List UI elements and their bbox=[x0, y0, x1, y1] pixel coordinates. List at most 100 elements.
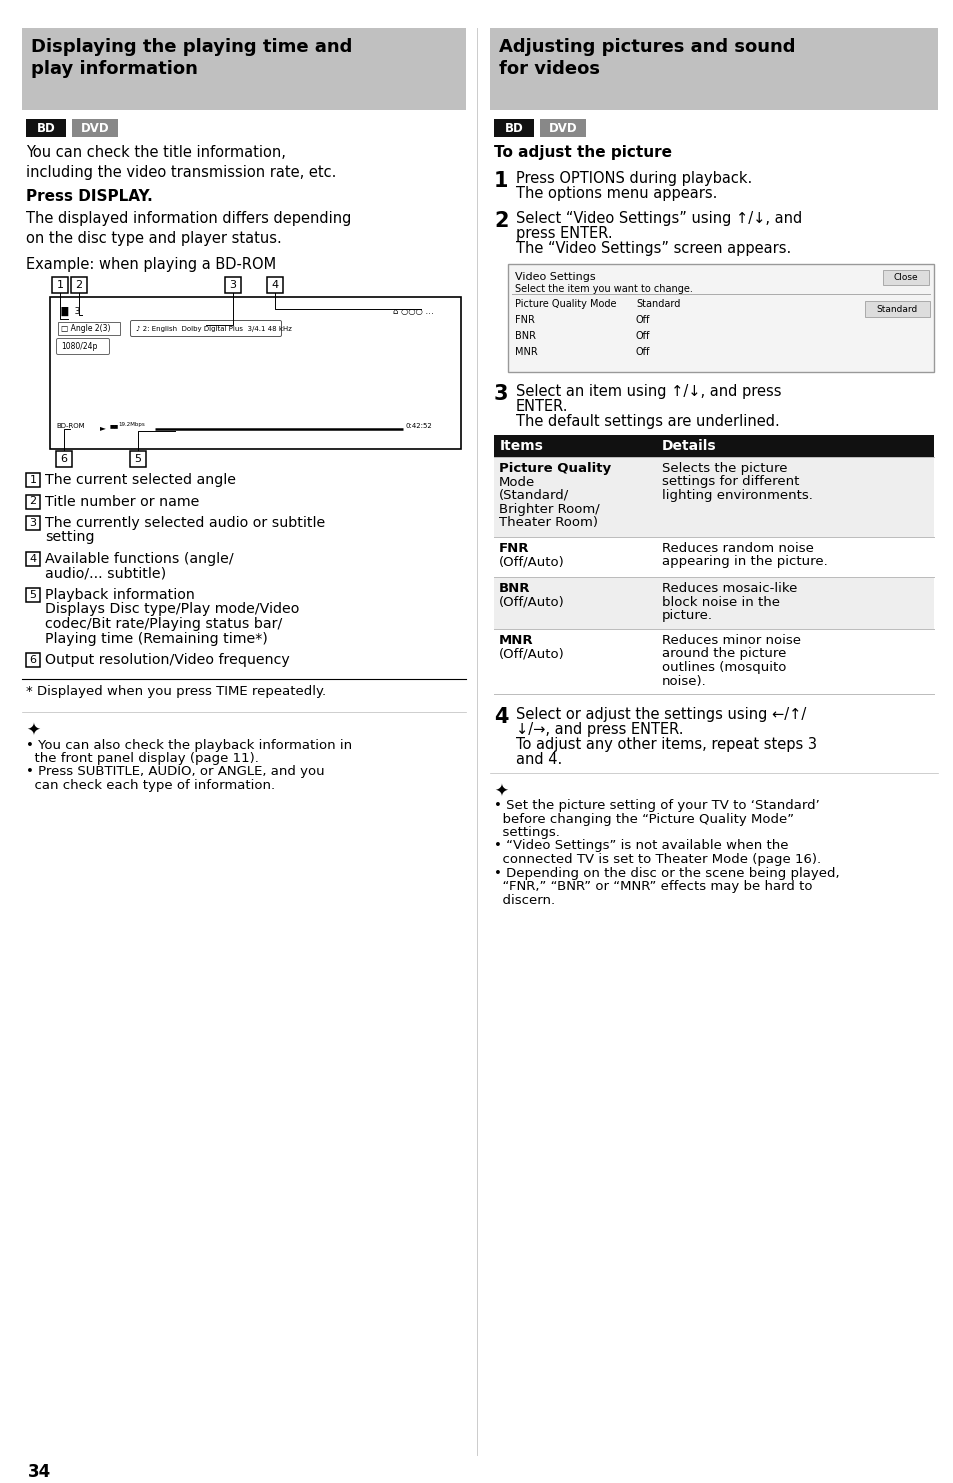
Text: The options menu appears.: The options menu appears. bbox=[516, 185, 717, 202]
Bar bbox=[26, 119, 66, 136]
Text: ■■: ■■ bbox=[110, 423, 119, 429]
Text: 34: 34 bbox=[28, 1464, 51, 1482]
Text: can check each type of information.: can check each type of information. bbox=[26, 779, 274, 792]
Text: Off: Off bbox=[636, 347, 650, 357]
Text: Displaying the playing time and
play information: Displaying the playing time and play inf… bbox=[30, 39, 352, 77]
Text: Select “Video Settings” using ↑/↓, and: Select “Video Settings” using ↑/↓, and bbox=[516, 211, 801, 225]
Text: 1: 1 bbox=[56, 280, 64, 291]
Text: Example: when playing a BD-ROM: Example: when playing a BD-ROM bbox=[26, 257, 275, 271]
Bar bbox=[50, 297, 460, 449]
Bar bbox=[494, 435, 933, 457]
Bar bbox=[494, 457, 933, 537]
Bar bbox=[71, 119, 118, 136]
Text: 6: 6 bbox=[30, 655, 36, 664]
Text: 2: 2 bbox=[75, 280, 83, 291]
Text: 4: 4 bbox=[494, 707, 508, 727]
Text: 5: 5 bbox=[134, 454, 141, 464]
Text: You can check the title information,
including the video transmission rate, etc.: You can check the title information, inc… bbox=[26, 145, 336, 179]
Bar bbox=[52, 277, 68, 294]
Text: 4: 4 bbox=[272, 280, 278, 291]
FancyBboxPatch shape bbox=[56, 338, 110, 354]
Text: outlines (mosquito: outlines (mosquito bbox=[661, 661, 785, 673]
Text: Playing time (Remaining time*): Playing time (Remaining time*) bbox=[45, 632, 268, 645]
Text: DVD: DVD bbox=[81, 122, 110, 135]
Text: 3: 3 bbox=[230, 280, 236, 291]
Text: 3: 3 bbox=[30, 518, 36, 528]
Text: □ Angle 2(3): □ Angle 2(3) bbox=[61, 323, 111, 334]
Text: Output resolution/Video frequency: Output resolution/Video frequency bbox=[45, 653, 290, 667]
Text: Picture Quality Mode: Picture Quality Mode bbox=[515, 300, 616, 308]
Text: Select or adjust the settings using ←/↑/: Select or adjust the settings using ←/↑/ bbox=[516, 707, 805, 722]
Bar bbox=[490, 28, 937, 110]
Text: (Off/Auto): (Off/Auto) bbox=[498, 596, 564, 608]
Text: Close: Close bbox=[893, 273, 918, 282]
Text: Displays Disc type/Play mode/Video: Displays Disc type/Play mode/Video bbox=[45, 602, 299, 617]
Text: The currently selected audio or subtitle: The currently selected audio or subtitle bbox=[45, 516, 325, 529]
Text: MNR: MNR bbox=[515, 347, 537, 357]
Text: 0:42:52: 0:42:52 bbox=[406, 423, 433, 429]
Text: Off: Off bbox=[636, 331, 650, 341]
Bar bbox=[26, 494, 40, 509]
Text: ♪ 2: English  Dolby Digital Plus  3/4.1 48 kHz: ♪ 2: English Dolby Digital Plus 3/4.1 48… bbox=[136, 325, 292, 332]
Bar bbox=[26, 552, 40, 567]
Text: BD: BD bbox=[36, 122, 55, 135]
Text: Select the item you want to change.: Select the item you want to change. bbox=[515, 285, 692, 294]
Text: To adjust the picture: To adjust the picture bbox=[494, 145, 671, 160]
Text: The current selected angle: The current selected angle bbox=[45, 473, 235, 486]
Text: Picture Quality: Picture Quality bbox=[498, 463, 611, 475]
Text: ✦: ✦ bbox=[494, 783, 507, 801]
Bar bbox=[494, 537, 933, 577]
Text: BD: BD bbox=[504, 122, 523, 135]
Text: Items: Items bbox=[499, 439, 543, 452]
Text: ↓/→, and press ENTER.: ↓/→, and press ENTER. bbox=[516, 722, 682, 737]
Text: and 4.: and 4. bbox=[516, 752, 561, 767]
Bar bbox=[56, 451, 71, 467]
Text: connected TV is set to Theater Mode (page 16).: connected TV is set to Theater Mode (pag… bbox=[494, 853, 821, 866]
Text: Available functions (angle/: Available functions (angle/ bbox=[45, 552, 233, 567]
Text: audio/... subtitle): audio/... subtitle) bbox=[45, 567, 166, 580]
Text: Title number or name: Title number or name bbox=[45, 494, 199, 509]
Text: 4: 4 bbox=[30, 555, 36, 564]
Text: codec/Bit rate/Playing status bar/: codec/Bit rate/Playing status bar/ bbox=[45, 617, 282, 630]
Text: FNR: FNR bbox=[498, 541, 529, 555]
Text: ▐▌ 3: ▐▌ 3 bbox=[58, 307, 80, 316]
Text: Standard: Standard bbox=[636, 300, 679, 308]
Bar bbox=[507, 264, 933, 372]
Bar bbox=[267, 277, 283, 294]
Text: 6: 6 bbox=[60, 454, 68, 464]
Text: the front panel display (page 11).: the front panel display (page 11). bbox=[26, 752, 258, 765]
Text: Reduces random noise: Reduces random noise bbox=[661, 541, 813, 555]
Text: (Off/Auto): (Off/Auto) bbox=[498, 648, 564, 660]
Text: 19.2Mbps: 19.2Mbps bbox=[118, 423, 145, 427]
FancyBboxPatch shape bbox=[882, 270, 928, 285]
Text: Details: Details bbox=[661, 439, 716, 452]
Text: appearing in the picture.: appearing in the picture. bbox=[661, 556, 827, 568]
Bar bbox=[494, 577, 933, 629]
Text: (Off/Auto): (Off/Auto) bbox=[498, 556, 564, 568]
Text: • Depending on the disc or the scene being played,: • Depending on the disc or the scene bei… bbox=[494, 866, 839, 879]
Text: • You can also check the playback information in: • You can also check the playback inform… bbox=[26, 739, 352, 752]
Text: noise).: noise). bbox=[661, 675, 706, 688]
Text: 2: 2 bbox=[494, 211, 508, 231]
Text: Theater Room): Theater Room) bbox=[498, 516, 598, 529]
Text: settings.: settings. bbox=[494, 826, 559, 839]
FancyBboxPatch shape bbox=[864, 301, 929, 317]
Text: press ENTER.: press ENTER. bbox=[516, 225, 612, 242]
Text: The “Video Settings” screen appears.: The “Video Settings” screen appears. bbox=[516, 242, 790, 257]
Text: Brighter Room/: Brighter Room/ bbox=[498, 503, 599, 516]
Text: Playback information: Playback information bbox=[45, 587, 194, 602]
Text: • “Video Settings” is not available when the: • “Video Settings” is not available when… bbox=[494, 839, 788, 853]
Text: 3: 3 bbox=[494, 384, 508, 403]
Text: Press OPTIONS during playback.: Press OPTIONS during playback. bbox=[516, 171, 752, 185]
Text: Press DISPLAY.: Press DISPLAY. bbox=[26, 188, 152, 205]
Text: Selects the picture: Selects the picture bbox=[661, 463, 786, 475]
Bar bbox=[26, 653, 40, 667]
Text: before changing the “Picture Quality Mode”: before changing the “Picture Quality Mod… bbox=[494, 813, 793, 826]
Text: The default settings are underlined.: The default settings are underlined. bbox=[516, 414, 779, 429]
Bar bbox=[130, 451, 146, 467]
Text: discern.: discern. bbox=[494, 893, 555, 906]
Text: ⌂ ○○○ …: ⌂ ○○○ … bbox=[393, 307, 434, 316]
Text: 2: 2 bbox=[30, 497, 36, 507]
Text: BNR: BNR bbox=[515, 331, 536, 341]
Text: To adjust any other items, repeat steps 3: To adjust any other items, repeat steps … bbox=[516, 737, 816, 752]
